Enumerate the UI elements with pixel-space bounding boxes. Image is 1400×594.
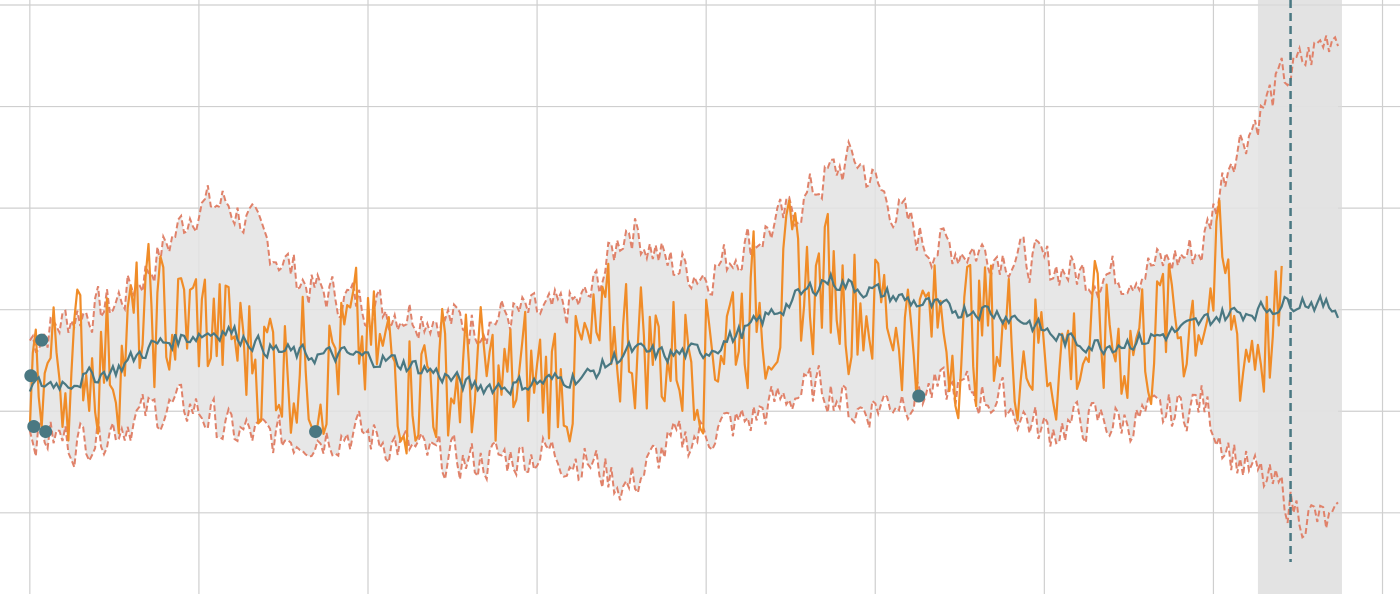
- anomaly-marker-3: [39, 425, 53, 439]
- upper-bound-line: [28, 35, 1339, 354]
- anomaly-marker-5: [912, 389, 926, 403]
- anomaly-marker-2: [27, 419, 41, 433]
- anomaly-marker-4: [309, 425, 323, 439]
- trend-series-line: [28, 270, 1340, 397]
- lower-bound-line: [28, 365, 1339, 539]
- anomaly-markers: [24, 333, 926, 439]
- confidence-band: [29, 35, 1338, 538]
- anomaly-marker-0: [35, 333, 49, 347]
- anomaly-marker-1: [24, 369, 38, 383]
